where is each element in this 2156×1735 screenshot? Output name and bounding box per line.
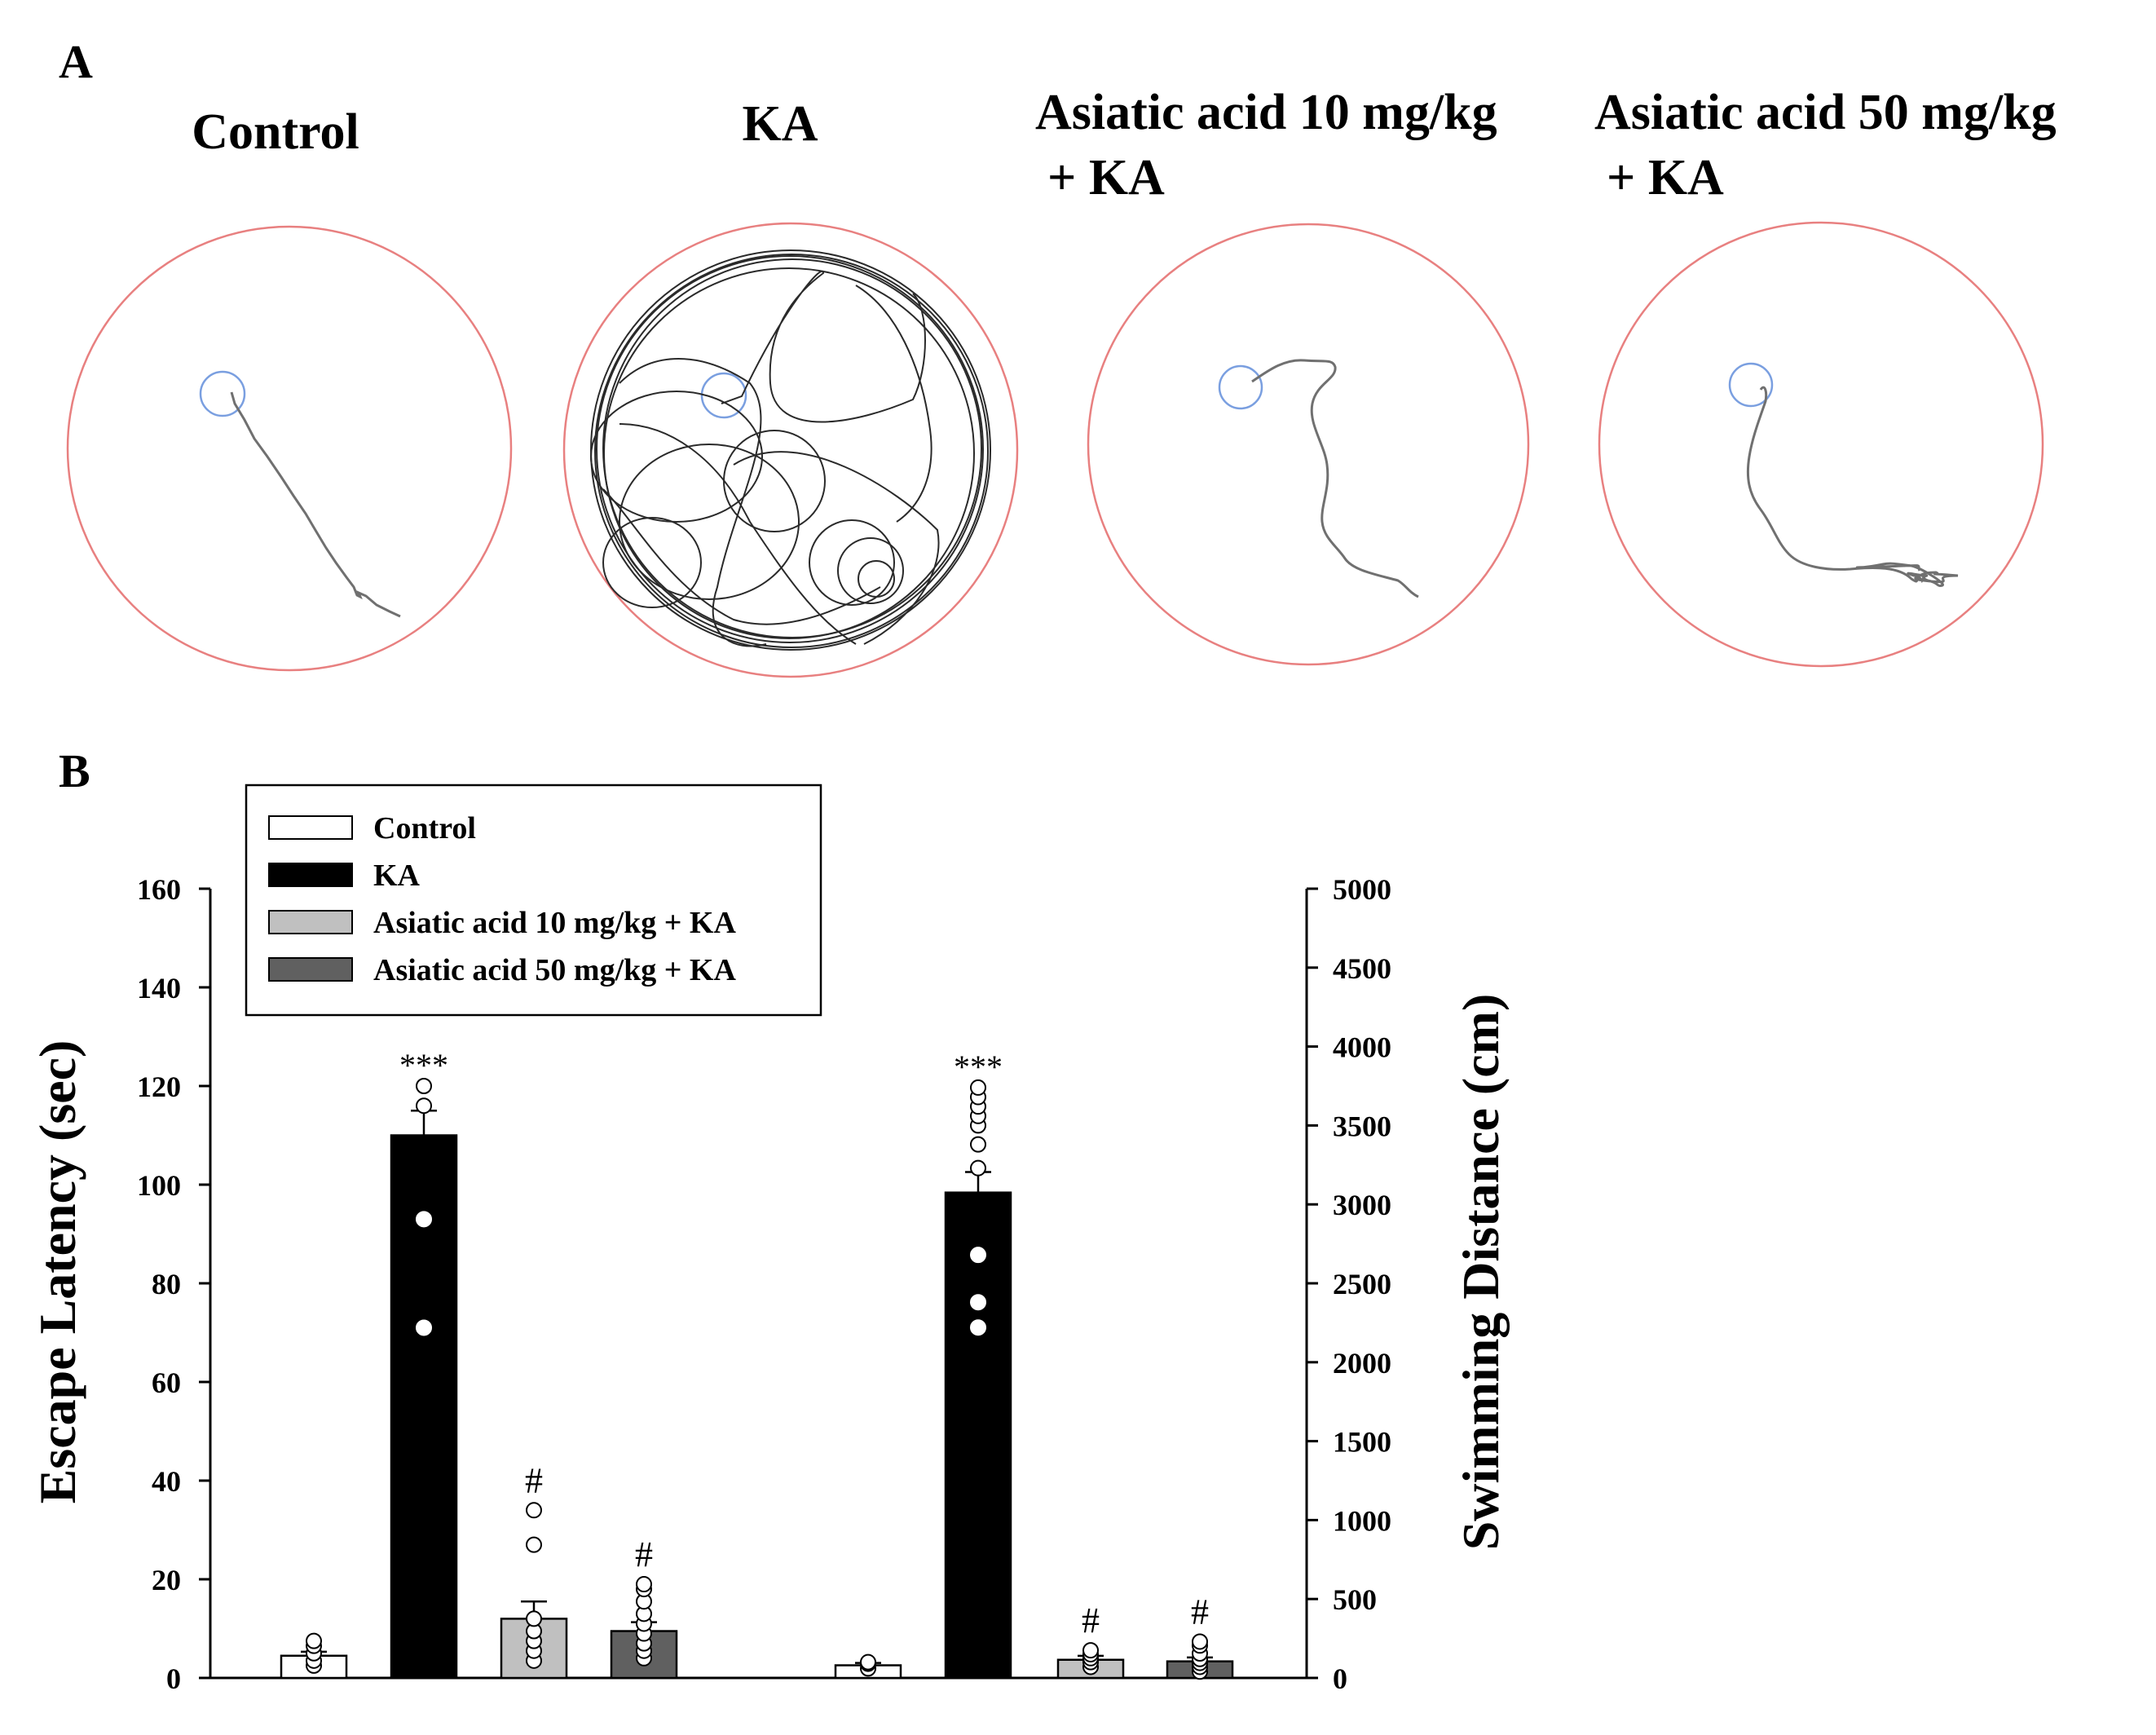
significance-label: *** xyxy=(399,1047,448,1084)
data-point xyxy=(526,1502,542,1519)
legend-label: KA xyxy=(373,859,421,893)
legend-label: Asiatic acid 50 mg/kg + KA xyxy=(373,953,736,987)
y-tick-label: 120 xyxy=(137,1071,181,1103)
significance-label: # xyxy=(1191,1592,1209,1631)
platform-circle xyxy=(199,370,246,417)
data-point xyxy=(970,1319,986,1336)
significance-label: *** xyxy=(954,1049,1003,1085)
y2-tick-label: 0 xyxy=(1333,1662,1347,1695)
bar xyxy=(944,1191,1012,1680)
bar-group: *** # # *** # # xyxy=(280,1047,1234,1680)
y2-tick-label: 4500 xyxy=(1333,952,1391,985)
legend-label: Asiatic acid 10 mg/kg + KA xyxy=(373,906,736,940)
y-tick-label: 100 xyxy=(137,1169,181,1202)
y-tick-label: 40 xyxy=(152,1465,181,1498)
y2-tick-label: 500 xyxy=(1333,1583,1377,1616)
panel-b-label: B xyxy=(59,744,90,797)
tick-group: 0 20 40 60 80 100 120 140 160 0 500 1000 1500 2000 250… xyxy=(137,873,1391,1695)
maze-ka: KA xyxy=(562,96,1019,678)
y-tick-label: 0 xyxy=(166,1662,181,1695)
maze-title-control: Control xyxy=(192,104,359,160)
legend-swatch xyxy=(268,910,353,934)
y2-tick-label: 3000 xyxy=(1333,1189,1391,1221)
data-point xyxy=(860,1653,876,1671)
swim-path xyxy=(230,391,401,618)
pool-circle xyxy=(1598,221,2044,668)
swim-path xyxy=(590,249,991,651)
maze-aa50: Asiatic acid 50 mg/kg + KA xyxy=(1594,85,2057,668)
y2-tick-label: 4000 xyxy=(1333,1031,1391,1064)
data-point xyxy=(970,1136,986,1153)
maze-control: Control xyxy=(66,104,513,672)
significance-label: # xyxy=(635,1534,653,1574)
data-point xyxy=(636,1576,652,1593)
data-point xyxy=(416,1211,432,1228)
data-point xyxy=(306,1632,322,1649)
data-point xyxy=(416,1097,432,1115)
maze-aa10: Asiatic acid 10 mg/kg + KA xyxy=(1035,85,1530,666)
y-axis-title: Escape Latency (sec) xyxy=(29,1040,86,1504)
data-point xyxy=(416,1319,432,1336)
maze-title-ka: KA xyxy=(743,96,818,152)
data-point xyxy=(970,1079,986,1096)
y-tick-label: 20 xyxy=(152,1564,181,1596)
significance-label: # xyxy=(525,1460,543,1500)
data-point xyxy=(1192,1633,1208,1650)
platform-circle xyxy=(700,372,747,419)
significance-label: # xyxy=(1082,1600,1100,1640)
legend-swatch xyxy=(268,957,353,982)
legend-swatch xyxy=(268,815,353,840)
maze-title-aa10-line1: Asiatic acid 10 mg/kg xyxy=(1035,85,1497,140)
pool-circle xyxy=(66,225,513,672)
swim-path xyxy=(1746,386,1959,587)
y-tick-label: 60 xyxy=(152,1366,181,1399)
legend-swatch xyxy=(268,863,353,887)
y2-tick-label: 2500 xyxy=(1333,1268,1391,1300)
maze-title-aa10-line2: + KA xyxy=(1047,150,1165,205)
platform-circle xyxy=(1218,364,1263,410)
data-point xyxy=(1082,1642,1099,1659)
y-tick-label: 160 xyxy=(137,873,181,906)
data-point xyxy=(970,1159,986,1177)
data-point xyxy=(970,1294,986,1311)
y2-tick-label: 3500 xyxy=(1333,1110,1391,1142)
y2-tick-label: 5000 xyxy=(1333,873,1391,906)
y2-tick-label: 2000 xyxy=(1333,1347,1391,1380)
y2-tick-label: 1500 xyxy=(1333,1426,1391,1459)
pool-circle xyxy=(562,222,1019,678)
platform-circle xyxy=(1728,362,1774,408)
data-point xyxy=(526,1536,542,1553)
data-point xyxy=(526,1610,542,1627)
y-tick-label: 80 xyxy=(152,1268,181,1300)
data-point xyxy=(970,1247,986,1264)
legend-label: Control xyxy=(373,811,476,845)
y2-tick-label: 1000 xyxy=(1333,1504,1391,1537)
maze-title-aa50-line2: + KA xyxy=(1607,150,1724,205)
pool-circle xyxy=(1087,223,1530,666)
panel-a-label: A xyxy=(59,35,93,88)
maze-title-aa50-line1: Asiatic acid 50 mg/kg xyxy=(1594,85,2057,140)
y2-axis-title: Swimming Distance (cm) xyxy=(1452,994,1510,1551)
swim-path xyxy=(1251,359,1419,598)
y-tick-label: 140 xyxy=(137,972,181,1004)
legend: Control KA Asiatic acid 10 mg/kg + KA Asiat… xyxy=(245,784,822,1017)
data-point xyxy=(416,1078,432,1094)
